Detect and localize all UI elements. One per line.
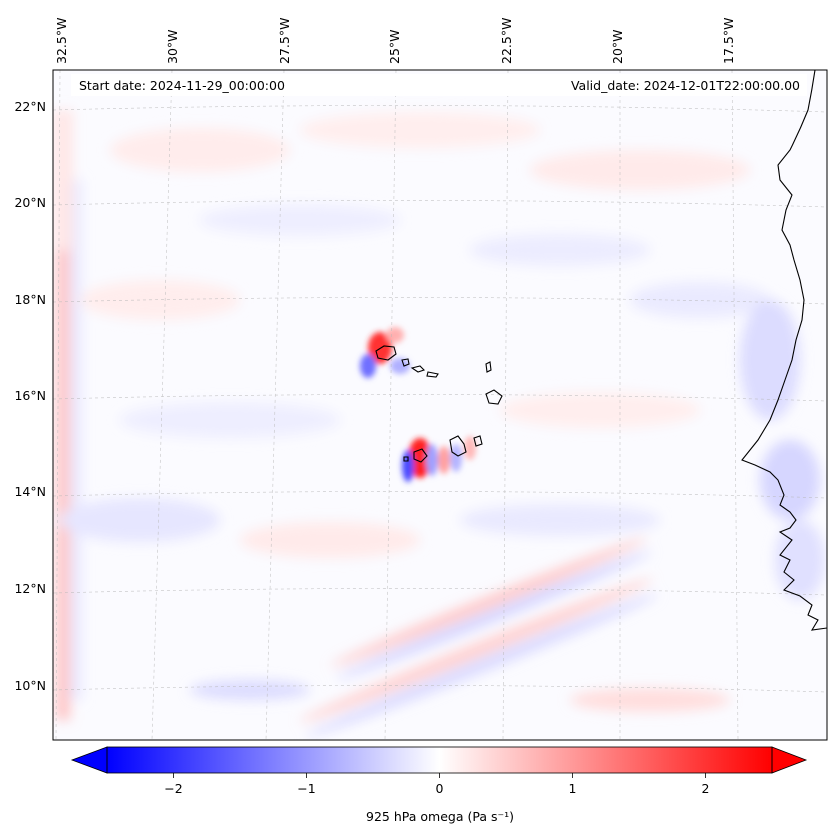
island-disturbances <box>360 327 476 482</box>
omega-field <box>53 110 825 737</box>
cape-verde-santiago <box>449 435 467 457</box>
colorbar-low-extend <box>70 746 108 774</box>
map-panel: Start date: 2024-11-29_00:00:00 Valid_da… <box>53 70 827 740</box>
cape-verde-islet <box>426 371 439 378</box>
longitude-labels: 32.5°W 30°W 27.5°W 25°W 22.5°W 20°W 17.5… <box>54 18 736 64</box>
colorbar: −2 −1 0 1 2 925 hPa omega (Pa s⁻¹) <box>70 746 808 824</box>
start-date-label: Start date: 2024-11-29_00:00:00 <box>79 78 285 93</box>
lat-label: 22°N <box>14 99 46 114</box>
colorbar-tick-label: 1 <box>569 781 577 796</box>
coastlines <box>375 70 827 631</box>
lon-label: 17.5°W <box>721 18 736 64</box>
latitude-labels: 22°N 20°N 18°N 16°N 14°N 12°N 10°N <box>14 99 46 693</box>
colorbar-tick-label: −2 <box>164 781 182 796</box>
lat-label: 18°N <box>14 292 46 307</box>
cape-verde-fogo <box>413 448 428 463</box>
info-bar <box>71 74 807 96</box>
colorbar-tick-label: 0 <box>436 781 444 796</box>
cape-verde-boa-vista <box>485 389 503 405</box>
lon-label: 25°W <box>387 29 402 64</box>
cape-verde-sao-vicente <box>401 358 410 367</box>
lon-label: 30°W <box>165 29 180 64</box>
colorbar-ticks: −2 −1 0 1 2 <box>164 773 709 796</box>
cape-verde-maio <box>473 435 483 447</box>
colorbar-body <box>107 747 772 773</box>
lon-label: 27.5°W <box>277 18 292 64</box>
lon-label: 22.5°W <box>499 18 514 64</box>
lat-label: 16°N <box>14 388 46 403</box>
lon-label: 32.5°W <box>54 18 69 64</box>
cape-verde-brava <box>403 456 409 462</box>
lat-label: 12°N <box>14 581 46 596</box>
colorbar-high-extend <box>771 746 808 774</box>
cape-verde-santo-antao <box>375 345 397 361</box>
lat-label: 20°N <box>14 195 46 210</box>
colorbar-tick-label: −1 <box>297 781 315 796</box>
colorbar-tick-label: 2 <box>702 781 710 796</box>
lat-label: 14°N <box>14 484 46 499</box>
map-frame <box>52 69 828 741</box>
africa-coastline <box>741 70 827 631</box>
colorbar-label: 925 hPa omega (Pa s⁻¹) <box>366 809 514 824</box>
cape-verde-sal <box>485 361 492 373</box>
valid-date-label: Valid_date: 2024-12-01T22:00:00.00 <box>571 78 800 93</box>
graticule <box>53 70 827 740</box>
cape-verde-sao-nicolau <box>410 365 426 373</box>
lon-label: 20°W <box>610 29 625 64</box>
lat-label: 10°N <box>14 678 46 693</box>
